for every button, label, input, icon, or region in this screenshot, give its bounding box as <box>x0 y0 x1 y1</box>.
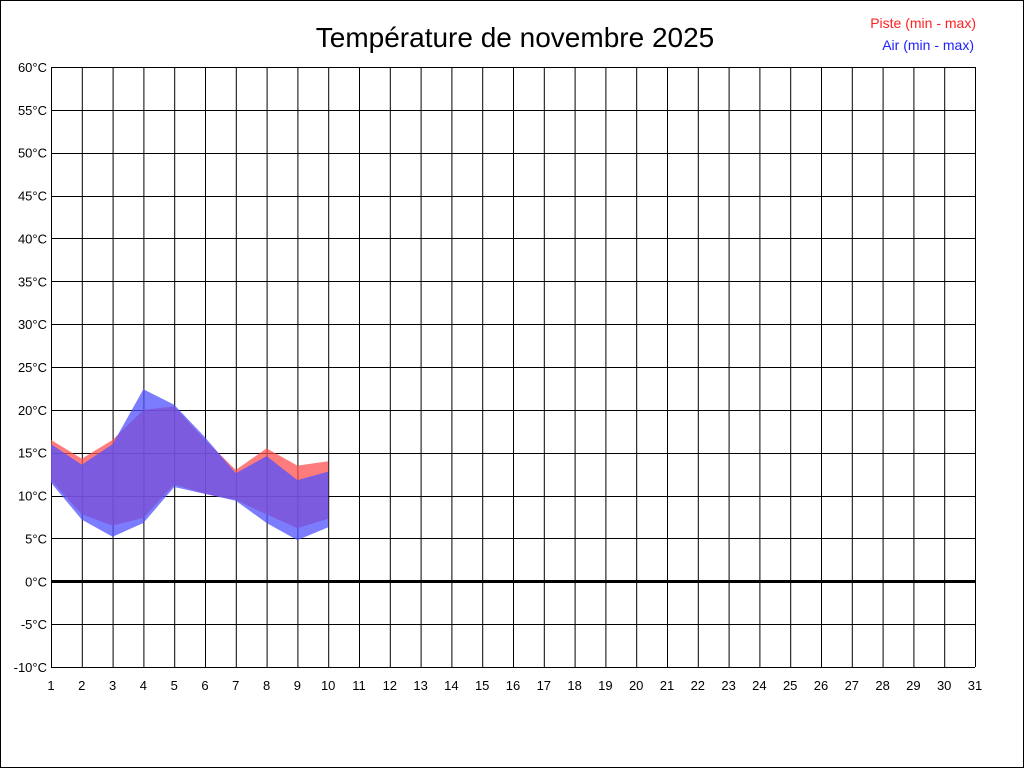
data-areas <box>51 389 329 541</box>
x-tick-label: 28 <box>875 678 889 693</box>
y-tick-label: 10°C <box>18 489 47 504</box>
x-tick-label: 11 <box>352 678 366 693</box>
x-tick-label: 7 <box>232 678 239 693</box>
x-tick-label: 16 <box>506 678 520 693</box>
x-tick-label: 15 <box>475 678 489 693</box>
x-tick-label: 2 <box>78 678 85 693</box>
y-tick-label: 0°C <box>25 574 47 589</box>
x-tick-label: 4 <box>140 678 147 693</box>
x-tick-label: 13 <box>413 678 427 693</box>
y-tick-label: 15°C <box>18 446 47 461</box>
x-tick-label: 20 <box>629 678 643 693</box>
x-tick-label: 25 <box>783 678 797 693</box>
x-tick-label: 18 <box>567 678 581 693</box>
y-tick-label: 20°C <box>18 403 47 418</box>
x-tick-label: 19 <box>598 678 612 693</box>
area-band-air <box>51 389 329 541</box>
y-tick-label: 50°C <box>18 146 47 161</box>
x-tick-label: 24 <box>752 678 766 693</box>
x-tick-label: 30 <box>937 678 951 693</box>
legend-piste: Piste (min - max) <box>870 15 976 31</box>
x-tick-label: 29 <box>906 678 920 693</box>
y-tick-label: 30°C <box>18 317 47 332</box>
x-tick-label: 27 <box>845 678 859 693</box>
y-tick-label: 35°C <box>18 274 47 289</box>
y-tick-label: 45°C <box>18 189 47 204</box>
x-tick-label: 5 <box>171 678 178 693</box>
x-tick-label: 21 <box>660 678 674 693</box>
x-tick-label: 22 <box>691 678 705 693</box>
y-tick-label: -10°C <box>14 660 47 675</box>
x-tick-label: 12 <box>383 678 397 693</box>
x-tick-label: 3 <box>109 678 116 693</box>
x-tick-label: 8 <box>263 678 270 693</box>
x-tick-label: 23 <box>721 678 735 693</box>
y-tick-label: 60°C <box>18 60 47 75</box>
y-tick-label: 5°C <box>25 531 47 546</box>
y-tick-label: 55°C <box>18 103 47 118</box>
y-tick-label: -5°C <box>21 617 47 632</box>
grid-lines <box>51 67 976 668</box>
x-tick-label: 17 <box>537 678 551 693</box>
x-tick-label: 6 <box>201 678 208 693</box>
y-tick-label: 25°C <box>18 360 47 375</box>
x-tick-label: 31 <box>968 678 982 693</box>
x-tick-label: 10 <box>321 678 335 693</box>
x-tick-label: 14 <box>444 678 458 693</box>
x-tick-label: 1 <box>47 678 54 693</box>
x-tick-label: 9 <box>294 678 301 693</box>
y-tick-label: 40°C <box>18 231 47 246</box>
tick-labels: 60°C55°C50°C45°C40°C35°C30°C25°C20°C15°C… <box>14 60 983 693</box>
x-tick-label: 26 <box>814 678 828 693</box>
legend-air: Air (min - max) <box>882 37 974 53</box>
chart-title: Température de novembre 2025 <box>316 22 714 53</box>
